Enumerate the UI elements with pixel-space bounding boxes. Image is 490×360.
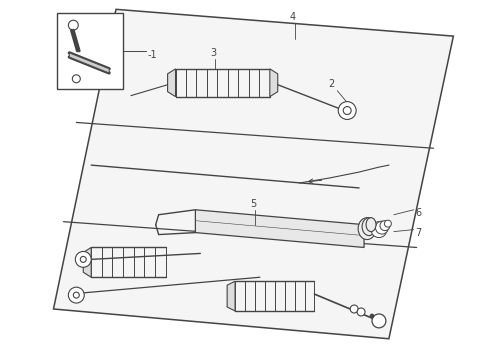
Text: -1: -1 [148,50,157,60]
Text: 6: 6 [416,208,422,218]
Circle shape [69,20,78,30]
Polygon shape [70,53,109,73]
Polygon shape [168,69,175,96]
Circle shape [343,107,351,114]
Circle shape [338,102,356,120]
Circle shape [80,256,86,262]
Polygon shape [270,69,278,96]
Circle shape [74,292,79,298]
Polygon shape [57,13,123,89]
Circle shape [350,305,358,313]
Text: 4: 4 [290,12,295,22]
Text: 2: 2 [328,79,334,89]
Circle shape [370,314,374,318]
Polygon shape [196,210,364,247]
Text: 7: 7 [416,228,422,238]
Circle shape [371,222,387,238]
Circle shape [372,314,386,328]
Polygon shape [83,247,91,277]
Polygon shape [53,9,453,339]
Circle shape [357,308,365,316]
Circle shape [380,221,390,231]
Circle shape [375,221,389,234]
Text: 5: 5 [250,199,256,209]
Circle shape [69,287,84,303]
Circle shape [73,75,80,83]
Text: 3: 3 [210,48,216,58]
Circle shape [385,220,392,227]
Ellipse shape [358,218,376,239]
Ellipse shape [366,218,376,231]
Ellipse shape [362,218,376,235]
Circle shape [75,251,91,267]
Polygon shape [227,281,235,311]
